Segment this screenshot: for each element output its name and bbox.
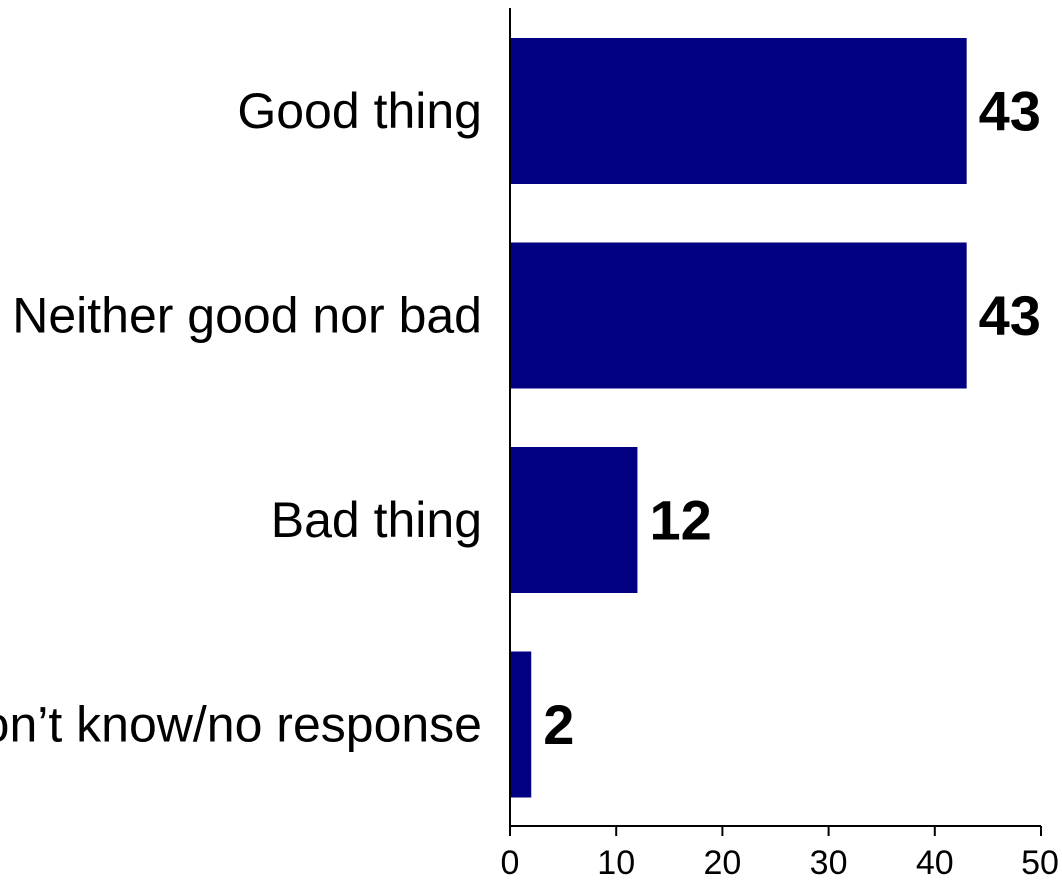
category-label-3: Don’t know/no response xyxy=(0,697,482,753)
value-label-0: 43 xyxy=(979,80,1041,143)
value-label-2: 12 xyxy=(649,489,711,552)
bar-2 xyxy=(510,447,638,593)
x-tick-label-1: 10 xyxy=(597,844,635,882)
value-label-3: 2 xyxy=(543,693,574,756)
category-label-0: Good thing xyxy=(237,83,482,139)
x-tick-label-0: 0 xyxy=(501,844,520,882)
x-tick-label-3: 30 xyxy=(810,844,848,882)
x-tick-label-2: 20 xyxy=(703,844,741,882)
bar-1 xyxy=(510,242,967,389)
category-label-2: Bad thing xyxy=(271,492,482,548)
bar-0 xyxy=(510,38,967,184)
x-tick-label-4: 40 xyxy=(916,844,954,882)
bar-3 xyxy=(510,651,532,798)
category-label-1: Neither good nor bad xyxy=(12,288,482,344)
value-label-1: 43 xyxy=(979,284,1041,347)
x-tick-label-5: 50 xyxy=(1021,844,1059,882)
